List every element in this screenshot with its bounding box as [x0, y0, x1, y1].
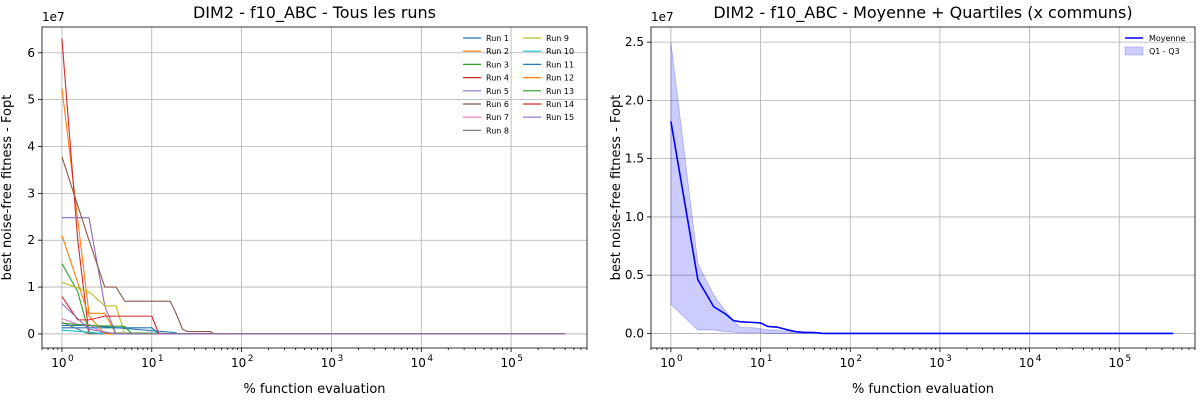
x-tick-label: 10 — [321, 356, 336, 370]
x-tick-label-exponent: 3 — [946, 354, 952, 364]
legend-label: Run 7 — [486, 113, 509, 122]
x-tick-label-exponent: 0 — [677, 354, 683, 364]
x-tick-label-exponent: 5 — [517, 354, 523, 364]
series-line-run-3 — [61, 263, 566, 335]
x-tick-label: 10 — [750, 356, 765, 370]
right-chart-title: DIM2 - f10_ABC - Moyenne + Quartiles (x … — [713, 3, 1132, 23]
right-quartile-band-group — [670, 42, 1174, 334]
x-tick-label-exponent: 4 — [427, 354, 433, 364]
x-tick-label: 10 — [51, 356, 66, 370]
right-y-multiplier: 1e7 — [651, 10, 674, 24]
legend-label: Run 14 — [546, 100, 574, 109]
series-line-run-7 — [61, 317, 566, 335]
series-line-run-15 — [61, 303, 566, 335]
right-grid — [651, 27, 1195, 348]
right-ticks: 10 0 10 1 10 2 10 3 10 4 10 50.00.51.01.52.02.5 — [625, 35, 1196, 370]
y-tick-label: 6 — [27, 46, 35, 60]
left-grid — [42, 27, 587, 348]
y-tick-label: 0.5 — [625, 268, 644, 282]
series-line-run-13 — [61, 322, 566, 335]
left-plot-frame — [41, 26, 588, 349]
legend-label: Run 8 — [486, 126, 509, 135]
x-tick-label: 10 — [660, 356, 675, 370]
x-tick-label-exponent: 0 — [68, 354, 74, 364]
legend-label: Run 3 — [486, 60, 509, 69]
left-chart-title: DIM2 - f10_ABC - Tous les runs — [193, 3, 436, 23]
legend-label: Moyenne — [1149, 34, 1186, 43]
legend-label: Run 12 — [546, 74, 574, 83]
y-tick-label: 2.0 — [625, 93, 644, 107]
series-line-run-2 — [61, 87, 566, 335]
x-tick-label-exponent: 2 — [248, 354, 254, 364]
x-tick-label-exponent: 1 — [767, 354, 773, 364]
legend-label: Run 2 — [486, 47, 509, 56]
y-tick-label: 1.0 — [625, 210, 644, 224]
series-line-run-6 — [61, 156, 566, 335]
x-tick-label-exponent: 5 — [1125, 354, 1131, 364]
x-tick-label: 10 — [840, 356, 855, 370]
x-tick-label: 10 — [500, 356, 515, 370]
right-legend: Moyenne Q1 - Q3 — [1124, 34, 1186, 56]
left-y-multiplier: 1e7 — [42, 10, 65, 24]
legend-label: Run 10 — [546, 47, 574, 56]
legend-label: Run 4 — [486, 74, 509, 83]
x-tick-label: 10 — [1109, 356, 1124, 370]
legend-label: Q1 - Q3 — [1149, 47, 1180, 56]
right-y-axis-label: best noise-free fitness - Fopt — [609, 95, 624, 281]
legend-label: Run 5 — [486, 87, 509, 96]
y-tick-label: 0 — [27, 327, 35, 341]
series-line-moyenne — [670, 121, 1174, 335]
x-tick-label: 10 — [1019, 356, 1034, 370]
y-tick-label: 2.5 — [625, 35, 644, 49]
left-series-group — [61, 38, 566, 335]
right-x-axis-label: % function evaluation — [852, 382, 994, 397]
legend-swatch — [1124, 46, 1144, 56]
y-tick-label: 0.0 — [625, 326, 644, 340]
y-tick-label: 3 — [27, 186, 35, 200]
right-series-group — [670, 121, 1174, 335]
series-line-run-9 — [61, 281, 566, 335]
x-tick-label: 10 — [141, 356, 156, 370]
left-x-axis-label: % function evaluation — [243, 382, 385, 397]
right-plot-frame — [650, 26, 1196, 349]
legend-label: Run 11 — [546, 60, 574, 69]
x-tick-label: 10 — [929, 356, 944, 370]
x-tick-label: 10 — [231, 356, 246, 370]
left-legend: Run 1 Run 2 Run 3 Run 4 Run 5 Run 6 Run 7 Run 8… — [463, 34, 574, 135]
legend-label: Run 6 — [486, 100, 509, 109]
y-tick-label: 1 — [27, 280, 35, 294]
y-tick-label: 1.5 — [625, 152, 644, 166]
legend-label: Run 1 — [486, 34, 509, 43]
y-tick-label: 4 — [27, 139, 35, 153]
series-line-run-12 — [61, 235, 566, 335]
quartile-band — [670, 42, 1174, 334]
x-tick-label-exponent: 4 — [1036, 354, 1042, 364]
x-tick-label-exponent: 2 — [856, 354, 862, 364]
right-chart: 10 0 10 1 10 2 10 3 10 4 10 50.00.51.01.52.02.5 DIM… — [609, 3, 1196, 397]
legend-label: Run 9 — [546, 34, 569, 43]
x-tick-label: 10 — [411, 356, 426, 370]
legend-label: Run 13 — [546, 87, 574, 96]
legend-label: Run 15 — [546, 113, 574, 122]
series-line-run-4 — [61, 38, 566, 335]
x-tick-label-exponent: 1 — [158, 354, 164, 364]
y-tick-label: 5 — [27, 93, 35, 107]
x-tick-label-exponent: 3 — [338, 354, 344, 364]
left-y-axis-label: best noise-free fitness - Fopt — [0, 95, 15, 281]
y-tick-label: 2 — [27, 233, 35, 247]
